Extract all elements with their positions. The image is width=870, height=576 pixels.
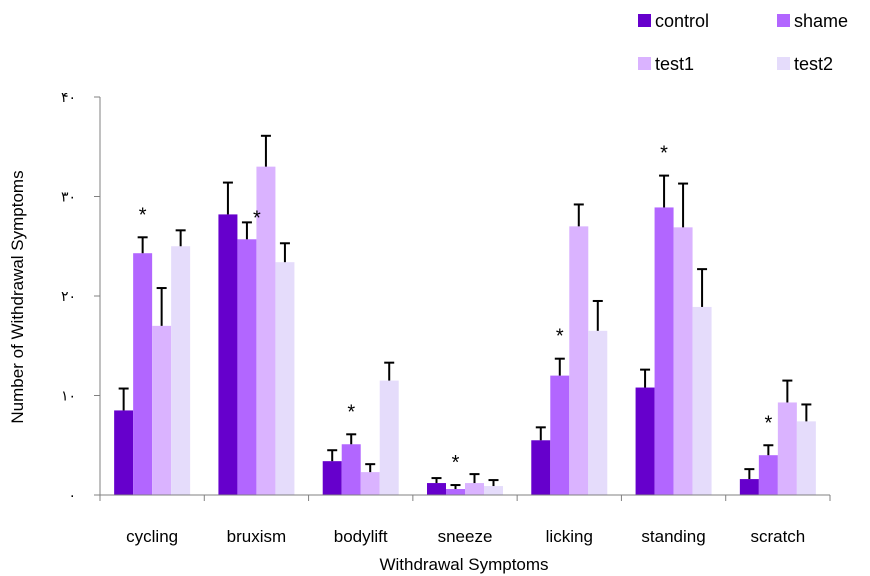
significance-star-bruxism: * xyxy=(253,207,261,229)
category-label-licking: licking xyxy=(546,527,593,546)
bar-test2-sneeze xyxy=(484,486,503,495)
bar-test1-bruxism xyxy=(256,166,276,495)
bar-shame-standing xyxy=(654,207,674,495)
legend-swatch-control xyxy=(638,14,651,27)
legend-swatch-test2 xyxy=(777,57,790,70)
y-tick-label: ٣٠ xyxy=(61,189,76,205)
bar-control-bodylift xyxy=(322,461,342,495)
bar-test2-scratch xyxy=(796,421,816,495)
category-label-bodylift: bodylift xyxy=(334,527,388,546)
bar-test1-standing xyxy=(673,227,693,495)
category-label-scratch: scratch xyxy=(750,527,805,546)
legend-label-shame: shame xyxy=(794,11,848,31)
bar-control-standing xyxy=(635,387,655,495)
y-tick-label: ٢٠ xyxy=(61,288,76,304)
significance-star-licking: * xyxy=(556,326,564,348)
bar-test2-licking xyxy=(588,330,608,495)
bar-test2-cycling xyxy=(171,246,191,495)
category-label-sneeze: sneeze xyxy=(438,527,493,546)
legend-swatch-shame xyxy=(777,14,790,27)
y-axis: ٠ ١٠ ٢٠ ٣٠ ۴٠ xyxy=(61,89,101,503)
bar-shame-licking xyxy=(550,375,570,495)
plot-area: * * * * * * * xyxy=(114,134,816,495)
legend-label-test1: test1 xyxy=(655,54,694,74)
category-label-cycling: cycling xyxy=(126,527,178,546)
bar-test2-standing xyxy=(692,306,712,495)
y-axis-label: Number of Withdrawal Symptoms xyxy=(8,170,27,423)
legend-label-control: control xyxy=(655,11,709,31)
bar-test1-cycling xyxy=(152,325,172,495)
significance-star-scratch: * xyxy=(764,412,772,434)
y-tick-label: ١٠ xyxy=(61,388,76,404)
y-tick-label: ٠ xyxy=(68,487,76,503)
bar-control-cycling xyxy=(114,410,134,495)
bar-shame-scratch xyxy=(758,455,778,495)
bar-control-licking xyxy=(531,440,551,495)
bar-shame-bruxism xyxy=(237,239,257,495)
legend-label-test2: test2 xyxy=(794,54,833,74)
bar-test2-bruxism xyxy=(275,262,295,495)
bar-shame-sneeze xyxy=(446,489,465,495)
x-axis-label: Withdrawal Symptoms xyxy=(379,555,548,574)
y-tick-label: ۴٠ xyxy=(61,89,76,105)
bar-test1-licking xyxy=(569,226,589,495)
bar-control-bruxism xyxy=(218,214,238,495)
significance-star-cycling: * xyxy=(139,204,147,226)
bar-control-scratch xyxy=(739,479,759,495)
bar-test2-bodylift xyxy=(379,380,399,495)
bar-shame-cycling xyxy=(133,253,153,495)
bar-test1-scratch xyxy=(777,402,797,495)
category-label-standing: standing xyxy=(641,527,705,546)
significance-star-sneeze: * xyxy=(452,452,460,474)
significance-star-standing: * xyxy=(660,143,668,165)
bar-control-sneeze xyxy=(427,483,446,495)
significance-star-bodylift: * xyxy=(347,401,355,423)
legend: control shame test1 test2 xyxy=(638,11,848,74)
bar-shame-bodylift xyxy=(341,444,361,495)
bar-test1-sneeze xyxy=(465,483,484,495)
x-axis: cycling bruxism bodylift sneeze licking stand… xyxy=(99,494,831,546)
bar-test1-bodylift xyxy=(360,472,380,495)
legend-swatch-test1 xyxy=(638,57,651,70)
category-label-bruxism: bruxism xyxy=(227,527,287,546)
